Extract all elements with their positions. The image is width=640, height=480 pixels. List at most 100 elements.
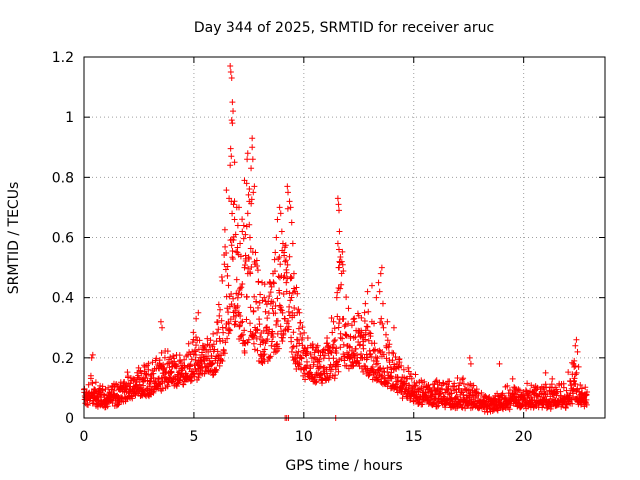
data-point-peak (282, 258, 289, 265)
data-point-peak (509, 375, 516, 382)
data-point (433, 403, 440, 410)
data-point (317, 371, 324, 378)
data-point (438, 390, 445, 397)
data-point (572, 362, 579, 369)
data-point (247, 270, 254, 277)
data-point (460, 375, 467, 382)
data-point (273, 321, 280, 328)
data-point (380, 324, 387, 331)
data-point-peak (228, 198, 235, 205)
data-point (217, 306, 224, 313)
data-point (345, 320, 352, 327)
data-point (295, 348, 302, 355)
chart-title: Day 344 of 2025, SRMTID for receiver aru… (194, 20, 494, 36)
data-point (275, 345, 282, 352)
data-point (218, 317, 225, 324)
data-point-peak (377, 270, 384, 277)
y-axis-title: SRMTID / TECUs (6, 182, 22, 295)
data-point (374, 355, 381, 362)
data-point (340, 268, 347, 275)
data-point (195, 374, 202, 381)
data-point (373, 358, 380, 365)
data-point (284, 261, 291, 268)
data-point (231, 321, 238, 328)
data-point (270, 334, 277, 341)
data-point-peak (362, 300, 369, 307)
data-point-peak (284, 183, 291, 190)
data-point (241, 261, 248, 268)
data-point (209, 360, 216, 367)
data-point (266, 293, 273, 300)
data-point-peak (466, 354, 473, 361)
data-point (288, 274, 295, 281)
data-point (323, 370, 330, 377)
data-point (223, 187, 230, 194)
data-point (298, 336, 305, 343)
data-point (153, 355, 160, 362)
data-point-peak (496, 360, 503, 367)
data-point (204, 335, 211, 342)
data-point-peak (250, 189, 257, 196)
data-point (392, 353, 399, 360)
data-point (224, 272, 231, 279)
data-point (506, 386, 513, 393)
data-point (214, 329, 221, 336)
data-point (475, 390, 482, 397)
data-point (572, 380, 579, 387)
data-point (150, 374, 157, 381)
data-point (367, 330, 374, 337)
data-point (384, 368, 391, 375)
data-point (239, 318, 246, 325)
data-point-peak (251, 183, 258, 190)
data-point-peak (336, 246, 343, 253)
data-point (412, 371, 419, 378)
data-point (263, 301, 270, 308)
data-point (238, 284, 245, 291)
data-point (160, 361, 167, 368)
data-point (229, 255, 236, 262)
data-point (374, 376, 381, 383)
data-point (297, 330, 304, 337)
data-point (446, 378, 453, 385)
data-point-peak (244, 150, 251, 157)
data-point (283, 269, 290, 276)
data-point (264, 358, 271, 365)
data-point (251, 293, 258, 300)
data-point (245, 255, 252, 262)
data-point (254, 326, 261, 333)
data-point (127, 380, 134, 387)
data-point-peak (193, 315, 200, 322)
data-point (213, 367, 220, 374)
data-point (329, 329, 336, 336)
data-point (214, 348, 221, 355)
data-point (243, 293, 250, 300)
data-point (460, 380, 467, 387)
data-point (161, 365, 168, 372)
data-point (269, 305, 276, 312)
data-point (238, 332, 245, 339)
data-point (174, 363, 181, 370)
data-point (198, 365, 205, 372)
data-point (92, 396, 99, 403)
data-point (352, 345, 359, 352)
data-point (241, 349, 248, 356)
data-point (245, 191, 252, 198)
data-point-peak (335, 264, 342, 271)
data-point (334, 289, 341, 296)
data-point (184, 351, 191, 358)
data-point-peak (241, 264, 248, 271)
data-point (193, 334, 200, 341)
data-point (330, 355, 337, 362)
data-point (315, 347, 322, 354)
data-point-peak (351, 318, 358, 325)
data-point (511, 385, 518, 392)
data-point (286, 290, 293, 297)
data-point (486, 394, 493, 401)
data-point-peak (335, 201, 342, 208)
data-point (339, 261, 346, 268)
data-point (246, 221, 253, 228)
data-point (267, 353, 274, 360)
data-point (335, 368, 342, 375)
data-point (366, 329, 373, 336)
data-point (290, 329, 297, 336)
